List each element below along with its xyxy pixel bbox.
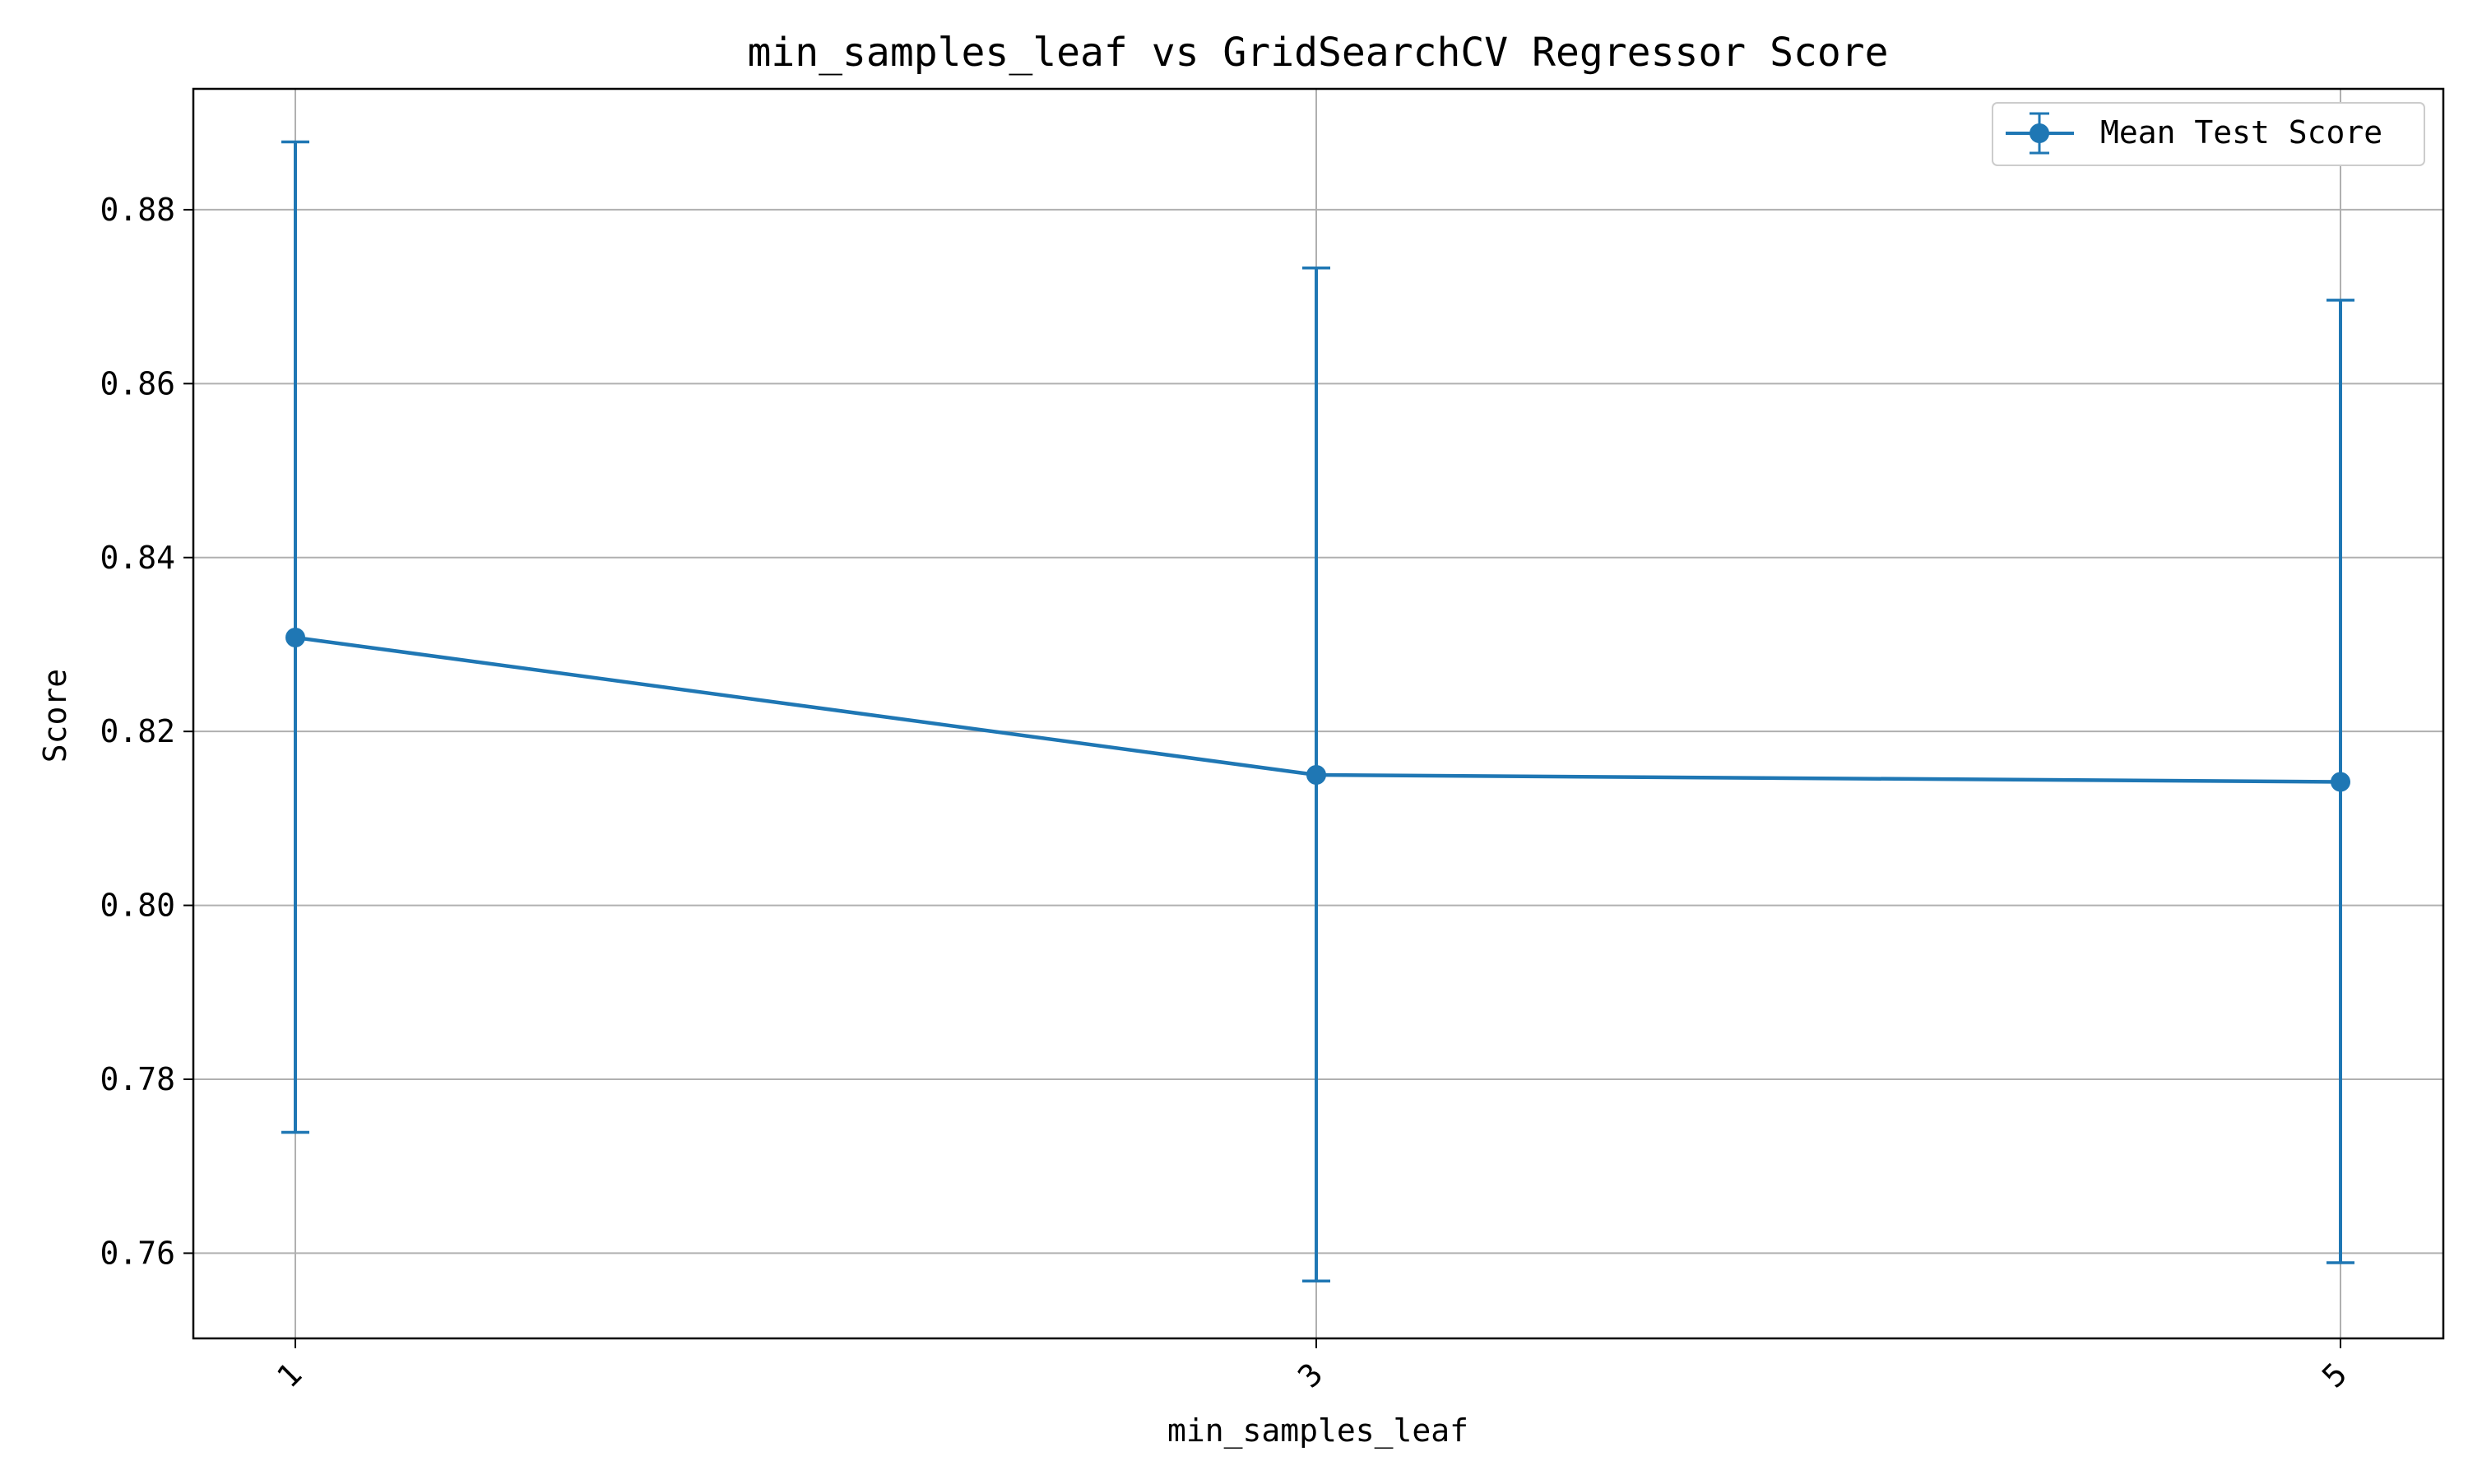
- x-axis-label: min_samples_leaf: [1167, 1412, 1468, 1449]
- data-series: [281, 140, 2354, 1282]
- y-axis-ticks: 0.76 0.78 0.80 0.82 0.84 0.86 0.88: [100, 192, 193, 1271]
- legend: Mean Test Score: [1992, 102, 2425, 166]
- chart-title: min_samples_leaf vs GridSearchCV Regress…: [747, 30, 1888, 76]
- y-tick-label: 0.88: [100, 192, 175, 228]
- plot-frame: [192, 87, 2445, 1340]
- y-tick-label: 0.86: [100, 365, 175, 401]
- legend-label: Mean Test Score: [2100, 114, 2382, 151]
- y-axis-label: Score: [37, 669, 73, 763]
- y-tick-label: 0.80: [100, 888, 175, 924]
- y-tick-label: 0.84: [100, 540, 175, 576]
- legend-point-marker: [2030, 123, 2049, 143]
- y-tick-label: 0.78: [100, 1061, 175, 1097]
- data-point: [2331, 772, 2350, 792]
- y-tick-label: 0.82: [100, 713, 175, 749]
- data-point: [1306, 765, 1326, 786]
- axes: [192, 87, 2445, 1340]
- y-tick-label: 0.76: [100, 1235, 175, 1271]
- data-point: [285, 628, 305, 648]
- legend-box: [1992, 102, 2425, 166]
